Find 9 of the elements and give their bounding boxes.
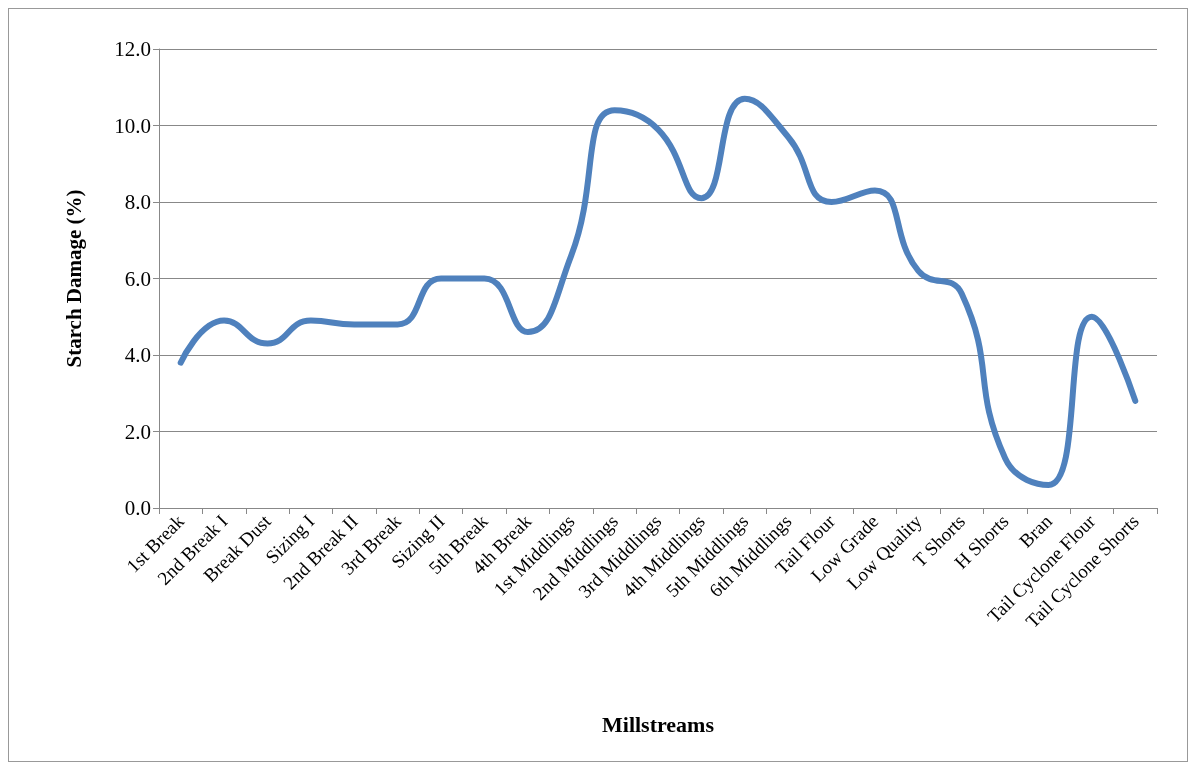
y-axis-title: Starch Damage (%) xyxy=(61,189,86,368)
x-axis-title: Millstreams xyxy=(601,711,715,737)
y-tick-label: 0.0 xyxy=(124,496,151,520)
y-tick-label: 4.0 xyxy=(124,343,151,367)
y-tick-label: 8.0 xyxy=(124,190,151,214)
y-tick-label: 10.0 xyxy=(114,113,151,138)
y-tick-label: 2.0 xyxy=(124,419,151,444)
y-tick-label: 6.0 xyxy=(124,266,151,291)
y-tick-label: 12.0 xyxy=(114,37,151,61)
